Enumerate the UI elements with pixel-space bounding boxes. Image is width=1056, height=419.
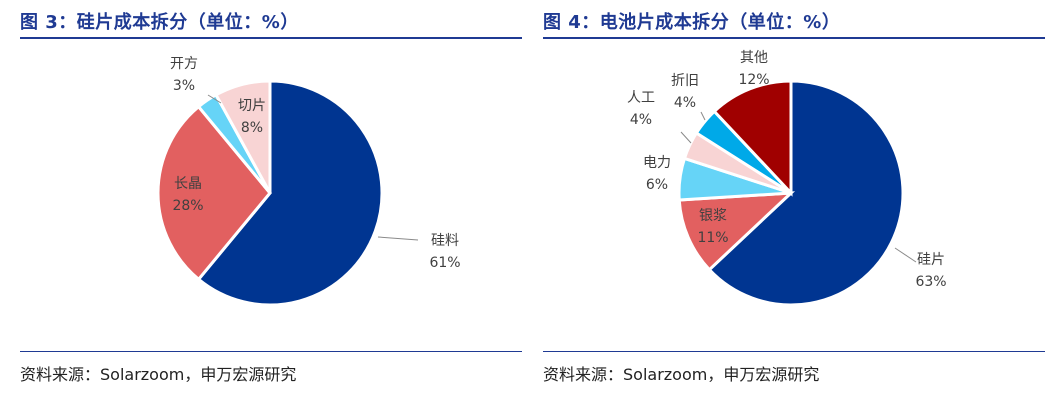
slice-label: 长晶 bbox=[174, 176, 202, 192]
slice-value-label: 6% bbox=[646, 177, 668, 193]
slice-value-label: 3% bbox=[173, 78, 195, 94]
pie-slice-切片 bbox=[214, 79, 272, 194]
slice-value-label: 12% bbox=[738, 72, 769, 88]
chart-title: 图 4：电池片成本拆分（单位：%） bbox=[543, 12, 841, 33]
pie-slice-硅料 bbox=[196, 79, 384, 307]
title-divider bbox=[543, 37, 1045, 39]
pie-slice-硅片 bbox=[707, 79, 905, 307]
slice-label: 电力 bbox=[643, 155, 671, 171]
slice-value-label: 63% bbox=[915, 274, 946, 290]
slice-value-label: 4% bbox=[630, 112, 652, 128]
leader-line bbox=[377, 236, 419, 241]
source-note: 资料来源：Solarzoom，申万宏源研究 bbox=[543, 365, 820, 384]
source-divider bbox=[543, 351, 1045, 352]
slice-value-label: 4% bbox=[674, 95, 696, 111]
slice-value-label: 11% bbox=[697, 230, 728, 246]
source-note: 资料来源：Solarzoom，申万宏源研究 bbox=[20, 365, 297, 384]
slice-label: 开方 bbox=[170, 56, 198, 72]
slice-label: 切片 bbox=[238, 98, 266, 114]
right-chart-panel: 图 4：电池片成本拆分（单位：%） 硅片 63% 银浆 11% 电力 6% 人工 4% 折旧 4%… bbox=[543, 0, 1045, 419]
slice-label: 其他 bbox=[740, 50, 768, 66]
source-divider bbox=[20, 351, 522, 352]
left-chart-panel: 图 3：硅片成本拆分（单位：%） 硅料 61% 长晶 28% 开方 3% 切片 8% 资料来源… bbox=[20, 0, 522, 419]
chart-title: 图 3：硅片成本拆分（单位：%） bbox=[20, 12, 299, 33]
slice-label: 折旧 bbox=[671, 73, 699, 89]
leader-line bbox=[680, 131, 692, 144]
slice-value-label: 61% bbox=[429, 255, 460, 271]
slice-label: 银浆 bbox=[699, 208, 727, 224]
slice-label: 人工 bbox=[627, 90, 655, 106]
leader-line bbox=[894, 247, 917, 263]
pie-slice-其他 bbox=[712, 79, 793, 197]
pie-chart-silicon-wafer-cost: 硅料 61% 长晶 28% 开方 3% 切片 8% bbox=[156, 56, 461, 307]
leader-line bbox=[207, 94, 222, 104]
slice-label: 硅片 bbox=[917, 252, 945, 268]
slice-value-label: 28% bbox=[172, 198, 203, 214]
title-divider bbox=[20, 37, 522, 39]
pie-chart-solar-cell-cost: 硅片 63% 银浆 11% 电力 6% 人工 4% 折旧 4% 其他 12% bbox=[627, 50, 947, 307]
pie-slice-长晶 bbox=[156, 104, 272, 282]
slice-label: 硅料 bbox=[431, 233, 459, 249]
slice-value-label: 8% bbox=[241, 120, 263, 136]
leader-line bbox=[700, 111, 706, 121]
